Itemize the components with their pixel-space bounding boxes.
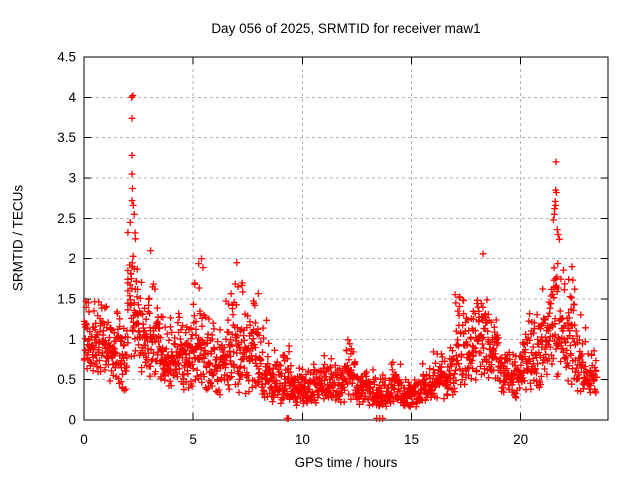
plot-border xyxy=(83,56,609,421)
y-tick-label: 4.5 xyxy=(57,50,76,65)
y-tick-label: 4 xyxy=(68,90,76,105)
y-axis-label: SRMTID / TECUs xyxy=(10,184,26,292)
x-tick-label: 15 xyxy=(404,432,419,447)
x-tick-label: 5 xyxy=(189,432,197,447)
y-tick-label: 2.5 xyxy=(57,211,76,226)
y-tick-label: 0 xyxy=(68,413,76,428)
x-tick-label: 0 xyxy=(80,432,88,447)
y-tick-label: 0.5 xyxy=(57,372,76,387)
y-tick-label: 3 xyxy=(68,171,76,186)
y-tick-label: 2 xyxy=(68,251,76,266)
chart-title: Day 056 of 2025, SRMTID for receiver maw… xyxy=(211,21,481,36)
y-tick-label: 1 xyxy=(68,332,76,347)
y-tick-label: 3.5 xyxy=(57,130,76,145)
x-tick-label: 20 xyxy=(513,432,528,447)
y-tick-label: 1.5 xyxy=(57,292,76,307)
x-tick-label: 10 xyxy=(295,432,310,447)
x-axis-label: GPS time / hours xyxy=(294,455,398,470)
data-points-srmtid xyxy=(80,92,601,422)
